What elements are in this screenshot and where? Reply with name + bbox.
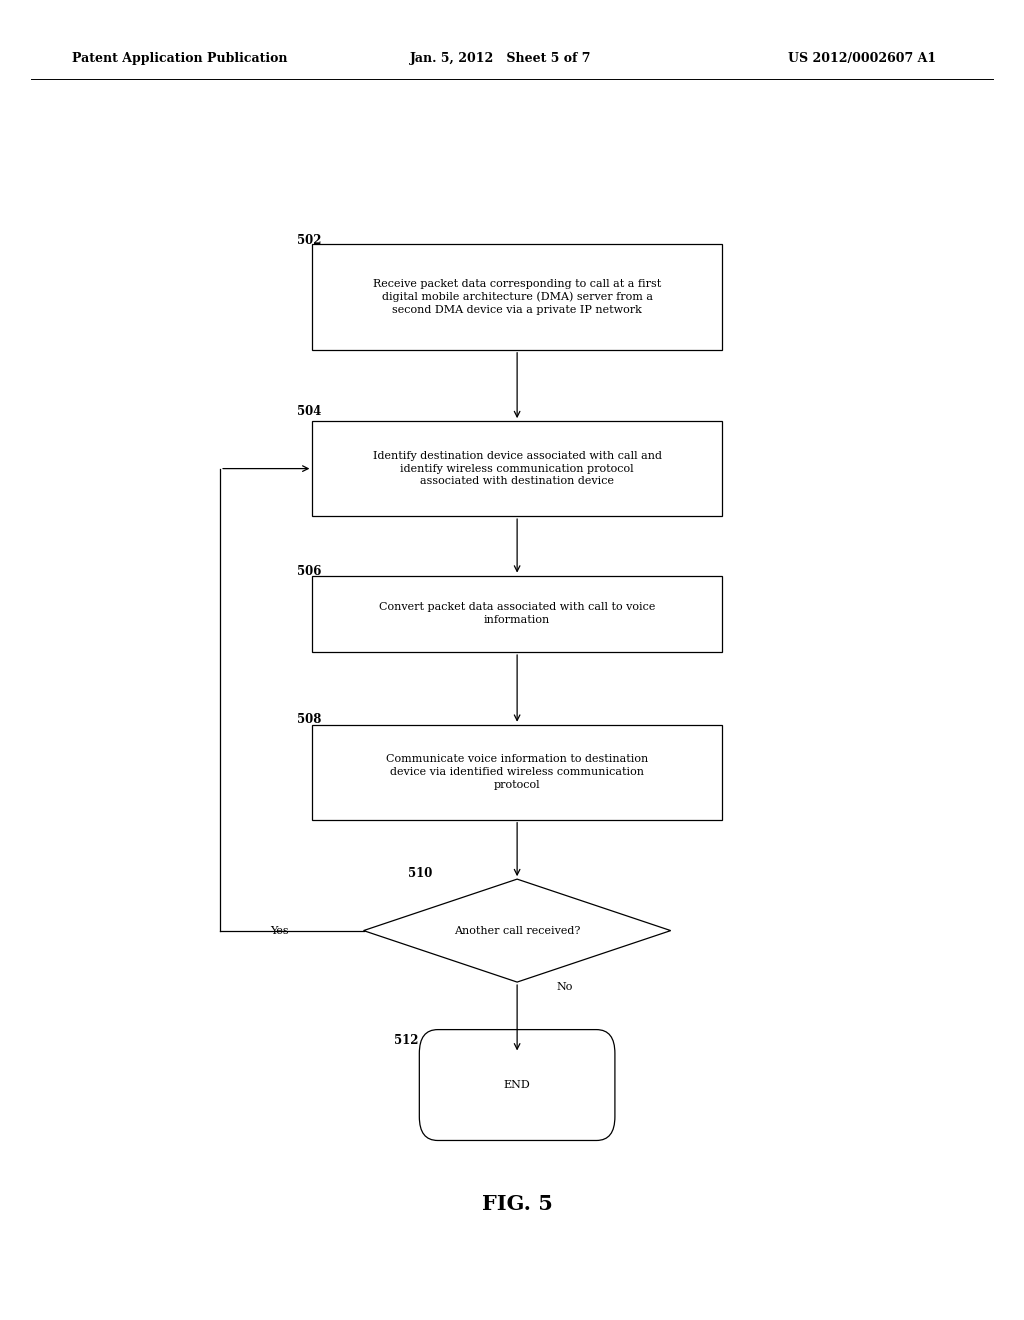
FancyBboxPatch shape xyxy=(312,576,722,652)
Text: END: END xyxy=(504,1080,530,1090)
Text: Convert packet data associated with call to voice
information: Convert packet data associated with call… xyxy=(379,602,655,626)
Polygon shape xyxy=(364,879,671,982)
FancyBboxPatch shape xyxy=(420,1030,614,1140)
Text: No: No xyxy=(556,982,572,993)
Text: 504: 504 xyxy=(297,405,322,418)
Text: 506: 506 xyxy=(297,565,322,578)
Text: Jan. 5, 2012   Sheet 5 of 7: Jan. 5, 2012 Sheet 5 of 7 xyxy=(410,51,591,65)
Text: FIG. 5: FIG. 5 xyxy=(481,1193,553,1214)
Text: Communicate voice information to destination
device via identified wireless comm: Communicate voice information to destina… xyxy=(386,755,648,789)
Text: Yes: Yes xyxy=(270,925,289,936)
FancyBboxPatch shape xyxy=(312,725,722,820)
Text: 510: 510 xyxy=(408,867,432,880)
Text: Another call received?: Another call received? xyxy=(454,925,581,936)
Text: 502: 502 xyxy=(297,234,322,247)
FancyBboxPatch shape xyxy=(312,244,722,350)
FancyBboxPatch shape xyxy=(312,421,722,516)
Text: US 2012/0002607 A1: US 2012/0002607 A1 xyxy=(788,51,937,65)
Text: 508: 508 xyxy=(297,713,322,726)
Text: Receive packet data corresponding to call at a first
digital mobile architecture: Receive packet data corresponding to cal… xyxy=(373,279,662,315)
Text: Patent Application Publication: Patent Application Publication xyxy=(72,51,287,65)
Text: Identify destination device associated with call and
identify wireless communica: Identify destination device associated w… xyxy=(373,451,662,486)
Text: 512: 512 xyxy=(394,1034,419,1047)
